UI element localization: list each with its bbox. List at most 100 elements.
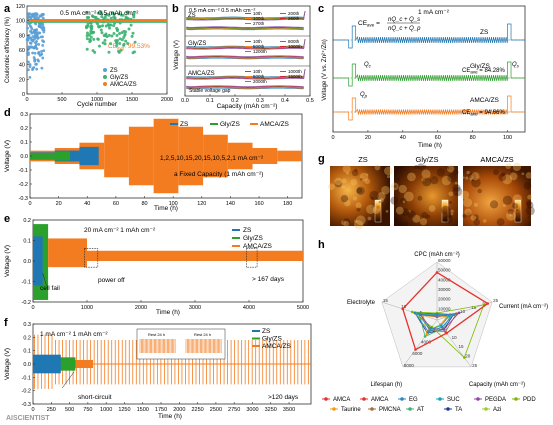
panel-f-xtick-label: 2750 — [228, 407, 240, 413]
afm-speck — [463, 198, 472, 208]
panel-f-ytick-label: 0.3 — [23, 322, 31, 328]
panel-e-xtick-label: 0 — [31, 305, 34, 311]
panel-f-ytick-label: -0.3 — [22, 402, 31, 408]
panel-e-ytick-label: -0.1 — [22, 280, 31, 286]
afm-speck — [525, 206, 535, 216]
radar-polygon — [422, 315, 450, 335]
radar-point — [410, 310, 414, 314]
panel-f-xtick-label: 1750 — [155, 407, 167, 413]
radar-tick-label: 25 — [493, 298, 499, 303]
panel-a-point-zs — [39, 35, 43, 39]
panel-e-xtick-label: 4000 — [243, 305, 255, 311]
radar-tick-label: 6000 — [412, 351, 423, 356]
radar-legend-label: TA — [455, 407, 462, 413]
panel-d-band-amca — [277, 150, 302, 162]
radar-point — [442, 328, 446, 331]
afm-speck — [477, 188, 482, 194]
afm-speck — [342, 164, 351, 173]
afm-speck — [334, 177, 343, 186]
panel-a-point-gly — [129, 23, 133, 27]
afm-image-zs — [330, 166, 390, 226]
panel-c-q-label: Qp — [360, 92, 368, 99]
panel-b-legend-label: 1000th — [288, 44, 302, 49]
panel-c-subplot-label: ZS — [480, 29, 489, 36]
panel-e-band-amca — [87, 250, 303, 261]
panel-a-point-gly — [109, 42, 113, 46]
afm-speck — [421, 169, 431, 179]
panel-b-legend-label: 1500th — [288, 74, 302, 79]
panel-b-curve-discharge — [186, 28, 304, 31]
panel-a-point-gly — [115, 38, 119, 42]
afm-speck — [411, 177, 414, 180]
panel-a-point-gly — [120, 38, 124, 42]
afm-speck — [426, 214, 431, 219]
panel-a-point-zs — [31, 35, 35, 39]
radar-legend-label: AT — [417, 407, 425, 413]
panel-c-formula: CEave = nQ_c + Q_s nQ_c + Q_p — [358, 17, 421, 32]
panel-a-ytick-label: 0 — [22, 92, 25, 98]
radar-axis-label: Capacity (mAh cm⁻²) — [469, 382, 525, 388]
panel-f-ytick-label: -0.2 — [22, 389, 31, 395]
afm-speck — [407, 172, 416, 182]
panel-c-xtick-label: 20 — [365, 135, 371, 141]
radar-legend-label: SUC — [447, 397, 460, 403]
panel-b-curve-discharge — [186, 85, 304, 88]
panel-d-band-amca — [104, 134, 129, 178]
panel-d-band-amca — [227, 142, 253, 170]
radar-legend-marker — [484, 407, 488, 411]
panel-b-curve-discharge — [186, 57, 304, 59]
panel-e-ytick-label: 0.2 — [23, 218, 31, 224]
panel-a-point-gly — [132, 50, 136, 54]
panel-a-point-gly — [107, 33, 111, 37]
panel-d-band-amca — [178, 126, 204, 186]
panel-b-curve-charge — [186, 38, 306, 49]
panel-a-point-gly — [132, 10, 136, 14]
panel-d-ytick-label: -0.2 — [19, 182, 28, 188]
panel-a-point-zs — [29, 45, 33, 49]
panel-d-ytick-label: -0.1 — [19, 168, 28, 174]
panel-a-point-gly — [119, 48, 123, 52]
panel-e-arrow-fail — [42, 273, 47, 286]
radar-point — [457, 311, 461, 315]
panel-c-ce-value: CEave = 94.66% — [462, 110, 505, 117]
panel-a-point-zs — [27, 53, 30, 56]
afm-speck — [506, 210, 516, 221]
panel-a-point-gly — [85, 10, 89, 14]
afm-speck — [340, 194, 349, 203]
panel-f-xtick-label: 1250 — [118, 407, 130, 413]
panel-f-xtick-label: 0 — [31, 407, 34, 413]
radar-point — [435, 312, 439, 316]
afm-speck — [515, 208, 519, 212]
panel-a-point-gly — [99, 28, 103, 32]
radar-tick-label: 60000 — [438, 258, 451, 263]
panel-e-band-amca-early — [48, 238, 87, 268]
afm-speck — [473, 202, 478, 207]
afm-speck — [452, 186, 463, 197]
panel-g-title-amca: AMCA/ZS — [480, 155, 513, 164]
afm-speck — [509, 172, 518, 181]
panel-a-point-gly — [85, 31, 89, 35]
panel-a-point-gly — [97, 25, 101, 29]
panel-d-annotation-capacity: a Fixed Capacity (1 mAh cm⁻²) — [174, 171, 263, 178]
afm-speck — [390, 182, 399, 191]
afm-speck — [430, 176, 439, 185]
afm-speck — [404, 221, 408, 226]
panel-b-curve-discharge — [186, 85, 304, 87]
panel-b-curve-discharge — [186, 86, 304, 89]
panel-a-point-zs — [41, 39, 44, 42]
panel-a-point-gly — [126, 11, 130, 15]
afm-speck — [370, 196, 374, 200]
afm-speck — [527, 216, 530, 219]
panel-d-xtick-label: 80 — [141, 201, 147, 207]
afm-speck — [356, 207, 361, 212]
radar-legend-marker — [332, 407, 336, 411]
radar-tick-label: 20 — [465, 354, 471, 359]
radar-legend-marker — [362, 397, 366, 401]
panel-a-ylabel: Coulombic efficiency (%) — [5, 17, 11, 83]
panel-letter-g: g — [318, 153, 325, 165]
panel-h: h 10000200003000040000500006000051015202… — [318, 239, 548, 413]
panel-d-legend-label: AMCA/ZS — [260, 121, 290, 128]
afm-speck — [400, 208, 409, 217]
panel-d-xlabel: Time (h) — [154, 205, 178, 212]
afm-speck — [525, 200, 532, 206]
